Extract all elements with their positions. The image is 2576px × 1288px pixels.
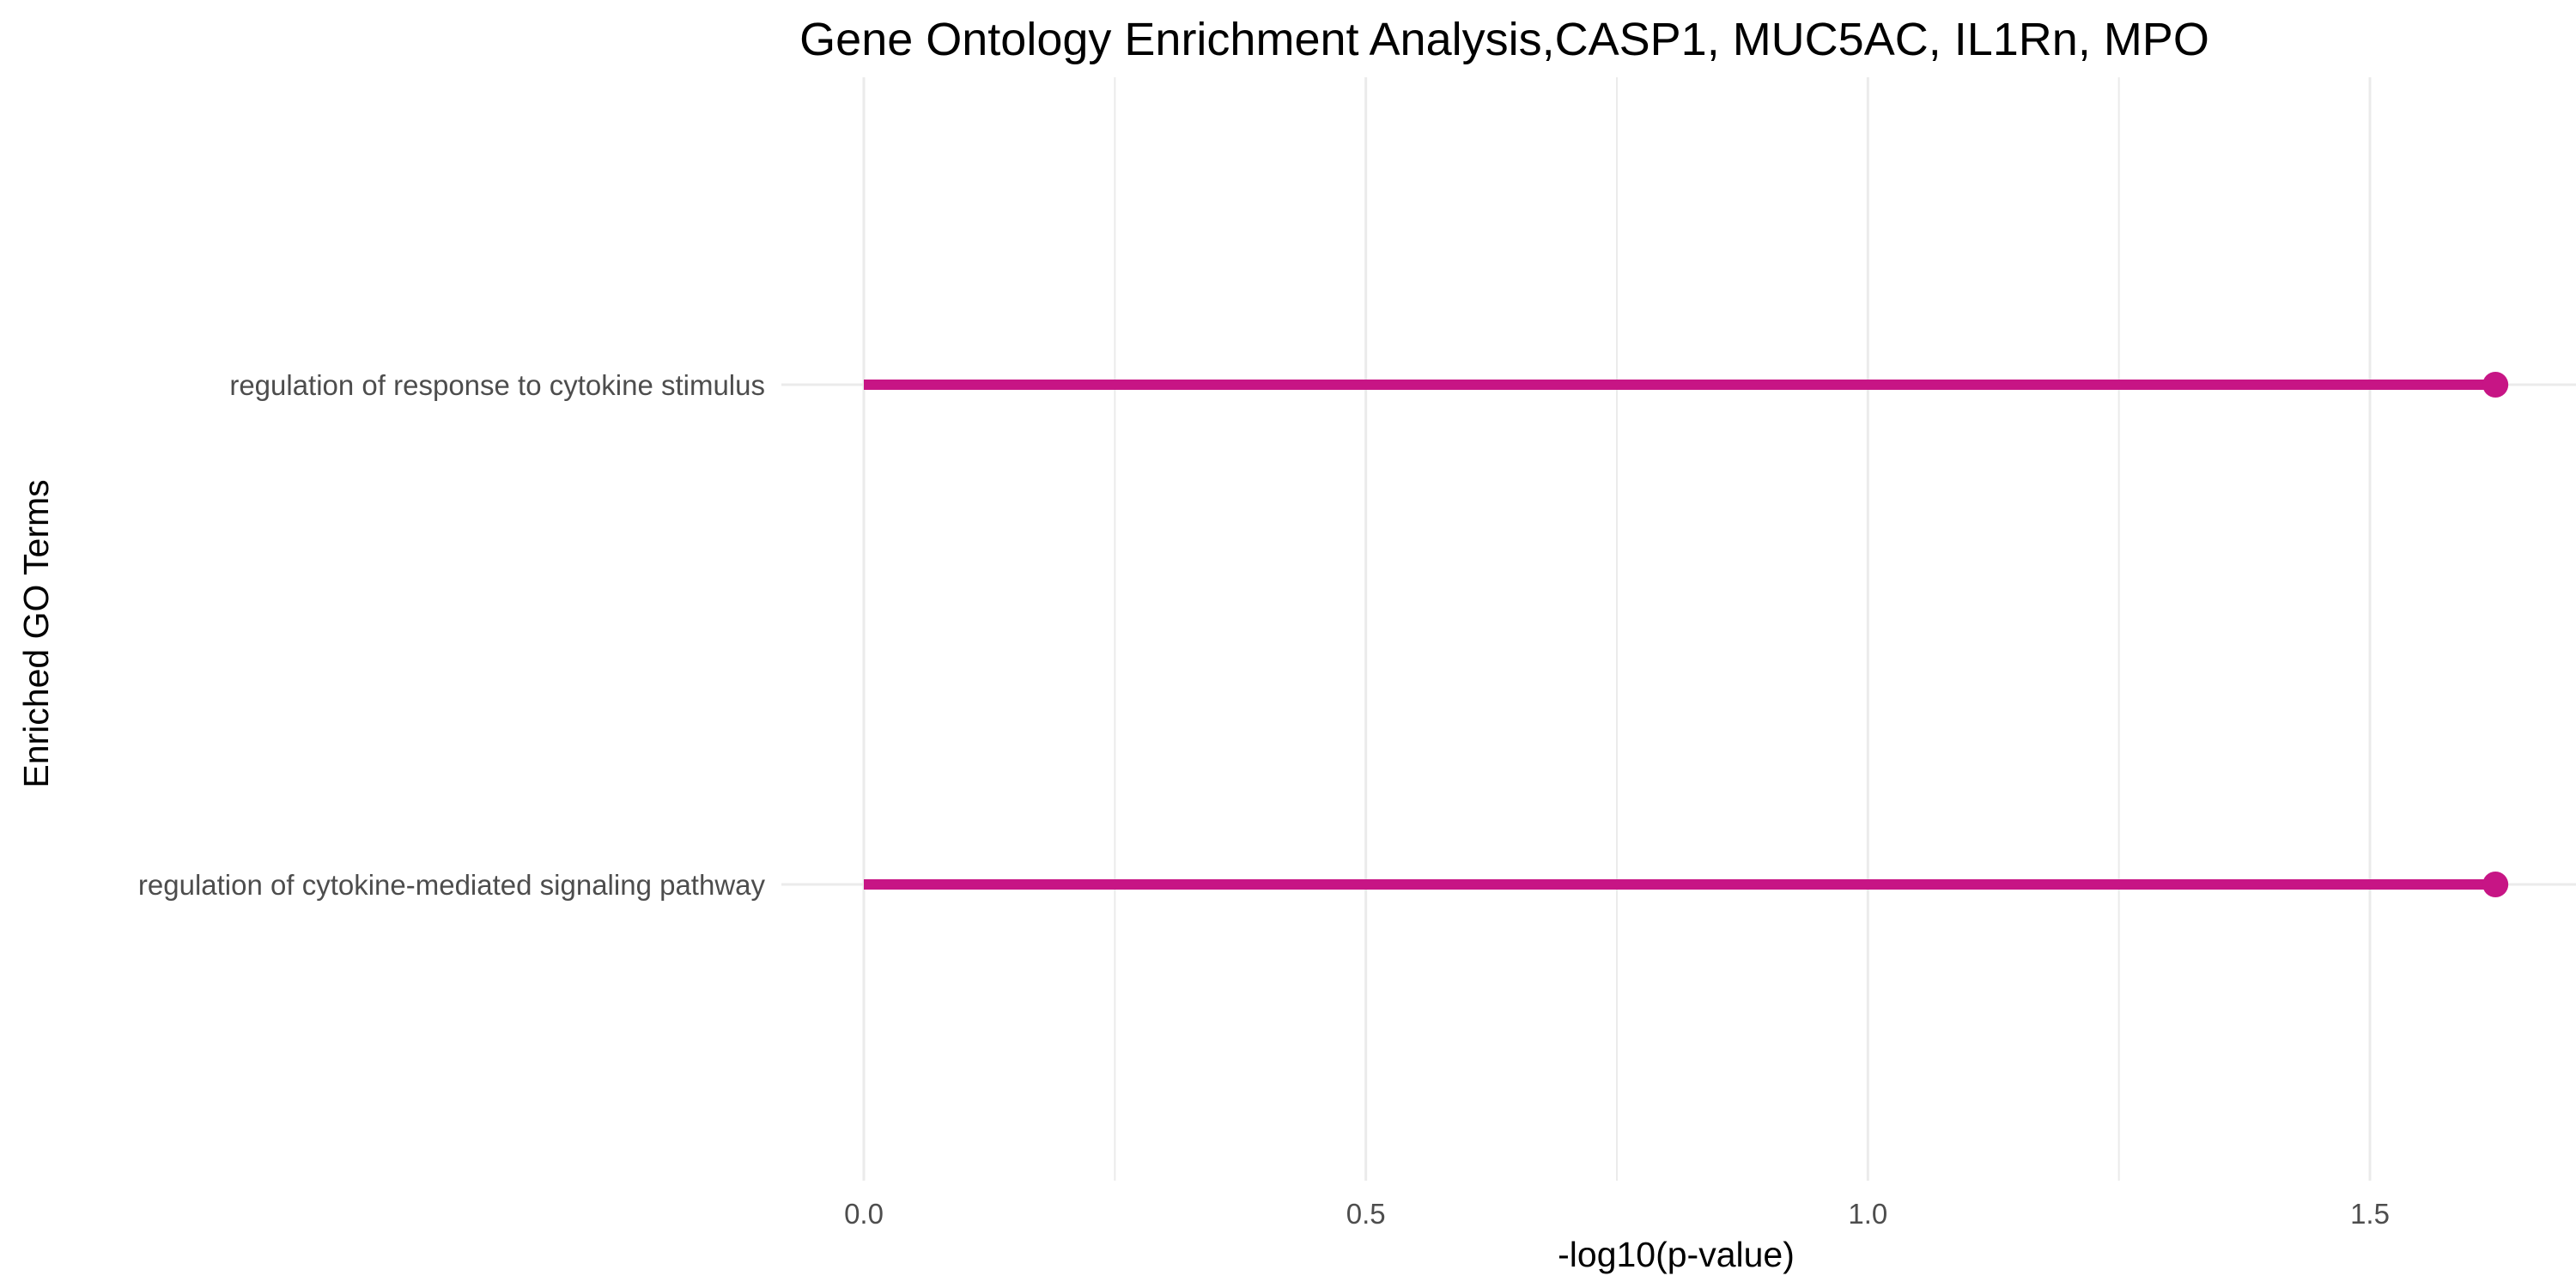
y-tick-label: regulation of response to cytokine stimu…: [229, 369, 765, 401]
y-axis-title: Enriched GO Terms: [16, 479, 56, 787]
x-tick-label: 0.0: [844, 1198, 884, 1230]
chart-title: Gene Ontology Enrichment Analysis,CASP1,…: [799, 14, 2209, 65]
x-axis-tick-labels: 0.0 0.5 1.0 1.5: [844, 1198, 2390, 1230]
y-tick-label: regulation of cytokine-mediated signalin…: [138, 869, 766, 901]
y-axis-tick-labels: regulation of response to cytokine stimu…: [138, 369, 766, 901]
lollipop-marks: [864, 372, 2509, 897]
x-tick-label: 1.0: [1848, 1198, 1887, 1230]
lollipop-point: [2482, 372, 2509, 398]
x-tick-label: 0.5: [1346, 1198, 1386, 1230]
x-tick-label: 1.5: [2350, 1198, 2390, 1230]
x-axis-title: -log10(p-value): [1558, 1235, 1795, 1274]
grid: [781, 77, 2576, 1181]
lollipop-point: [2482, 872, 2509, 897]
